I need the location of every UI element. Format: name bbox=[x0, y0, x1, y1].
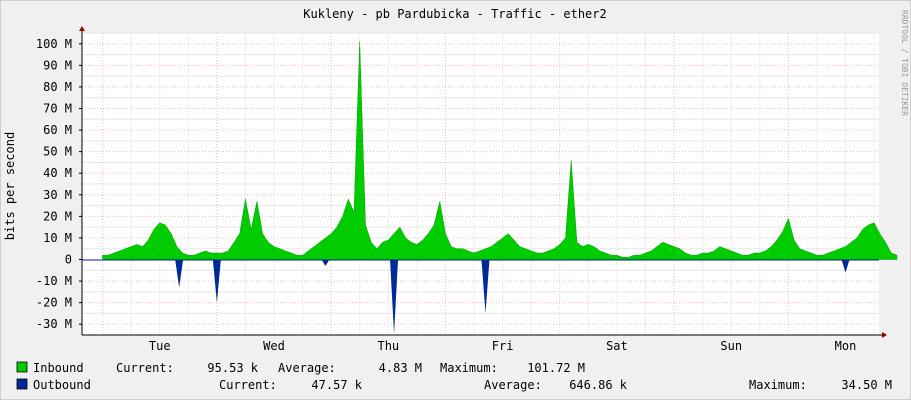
axes bbox=[79, 26, 887, 338]
outbound-legend-label: Outbound bbox=[33, 378, 91, 392]
outbound-spike bbox=[481, 259, 490, 314]
y-tick-label: 0 bbox=[65, 253, 72, 267]
y-axis-arrow bbox=[79, 26, 85, 31]
grid bbox=[82, 32, 879, 336]
x-axis-arrow bbox=[882, 332, 887, 338]
inbound-average-value: 4.83 M bbox=[379, 361, 422, 375]
outbound-maximum-value: 34.50 M bbox=[841, 378, 892, 392]
inbound-maximum-value: 101.72 M bbox=[527, 361, 585, 375]
x-tick-label: Thu bbox=[377, 339, 399, 353]
y-axis-tick-labels: 100 M 90 M 80 M 70 M 60 M 50 M 40 M 30 M 20 M 10 … bbox=[36, 37, 72, 331]
y-tick-label: 100 M bbox=[36, 37, 72, 51]
inbound-legend-swatch bbox=[16, 361, 28, 373]
inbound-average-label: Average: bbox=[278, 361, 336, 375]
x-tick-label: Wed bbox=[263, 339, 285, 353]
x-tick-label: Sun bbox=[720, 339, 742, 353]
outbound-spike bbox=[321, 259, 330, 266]
outbound-current-label: Current: bbox=[219, 378, 277, 392]
y-tick-label: 20 M bbox=[43, 209, 72, 223]
outbound-current-value: 47.57 k bbox=[311, 378, 362, 392]
outbound-average-value: 646.86 k bbox=[569, 378, 628, 392]
outbound-maximum-label: Maximum: bbox=[749, 378, 807, 392]
outbound-spike bbox=[841, 259, 850, 273]
outbound-spike bbox=[175, 259, 184, 288]
outbound-area bbox=[82, 259, 879, 334]
outbound-legend-swatch bbox=[16, 378, 28, 390]
inbound-maximum-label: Maximum: bbox=[440, 361, 498, 375]
inbound-current-value: 95.53 k bbox=[207, 361, 258, 375]
y-tick-label: 10 M bbox=[43, 231, 72, 245]
x-axis-tick-labels: Tue Wed Thu Fri Sat Sun Mon bbox=[149, 339, 856, 353]
x-tick-label: Fri bbox=[492, 339, 514, 353]
inbound-current-label: Current: bbox=[116, 361, 174, 375]
inbound-legend-label: Inbound bbox=[33, 361, 84, 375]
inbound-area bbox=[102, 41, 898, 260]
outbound-average-label: Average: bbox=[484, 378, 542, 392]
y-tick-label: 30 M bbox=[43, 188, 72, 202]
outbound-spike bbox=[390, 259, 399, 334]
chart-title: Kukleny - pb Pardubicka - Traffic - ethe… bbox=[303, 7, 606, 21]
y-tick-label: 70 M bbox=[43, 102, 72, 116]
y-tick-label: 40 M bbox=[43, 166, 72, 180]
inbound-series-path bbox=[102, 41, 898, 260]
x-tick-label: Mon bbox=[835, 339, 857, 353]
y-tick-label: -30 M bbox=[36, 317, 72, 331]
y-tick-label: 80 M bbox=[43, 80, 72, 94]
y-axis-label: bits per second bbox=[3, 132, 17, 240]
rrdtool-watermark: RRDTOOL / TOBI OETIKER bbox=[900, 10, 909, 116]
x-tick-label: Sat bbox=[606, 339, 628, 353]
y-tick-label: 60 M bbox=[43, 123, 72, 137]
y-tick-label: 90 M bbox=[43, 58, 72, 72]
x-tick-label: Tue bbox=[149, 339, 171, 353]
y-tick-label: 50 M bbox=[43, 145, 72, 159]
y-tick-label: -10 M bbox=[36, 274, 72, 288]
outbound-spike bbox=[212, 259, 221, 303]
y-tick-label: -20 M bbox=[36, 296, 72, 310]
